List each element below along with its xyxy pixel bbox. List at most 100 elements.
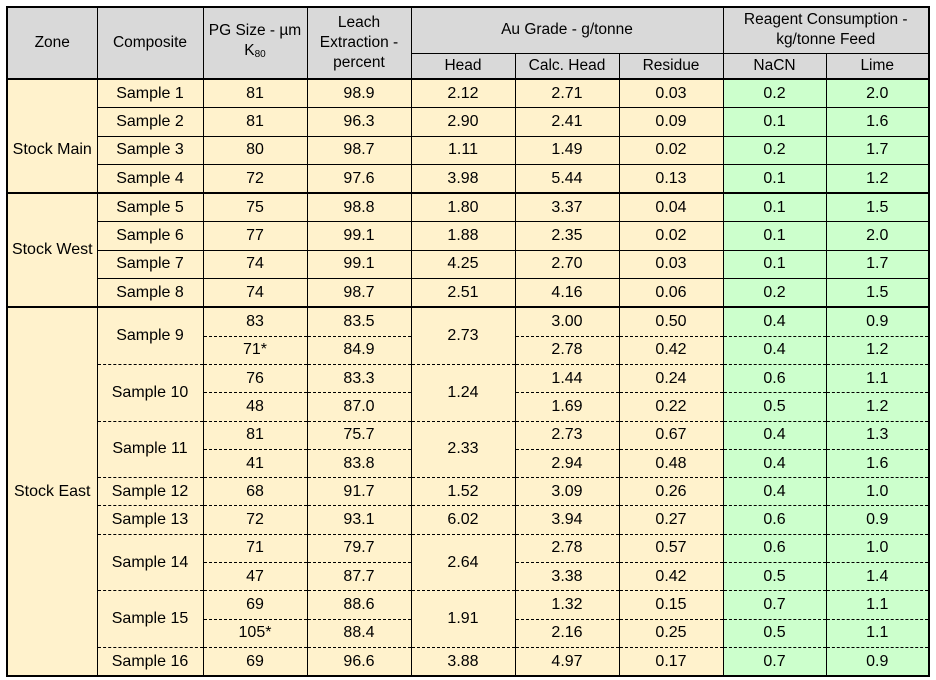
composite-name: Sample 14 (96, 533, 204, 591)
residue-value: 0.26 (618, 477, 724, 506)
composite-name: Sample 15 (96, 590, 204, 648)
calc-head-value: 4.16 (514, 278, 620, 308)
head-grade-value: 3.98 (410, 163, 516, 194)
table-row: Sample 6 77 99.1 1.88 2.35 0.02 0.1 2.0 (7, 221, 930, 251)
pg-size-value: 41 (202, 448, 308, 478)
lime-value: 1.7 (825, 249, 930, 279)
zone-label-stock-east: Stock East (6, 306, 98, 677)
nacn-value: 0.4 (722, 448, 827, 478)
nacn-value: 0.1 (722, 192, 827, 222)
lime-value: 1.5 (825, 278, 930, 308)
residue-value: 0.50 (618, 306, 724, 337)
lime-value: 1.6 (825, 107, 930, 137)
residue-value: 0.15 (618, 590, 724, 620)
calc-head-value: 3.38 (514, 562, 620, 591)
calc-head-value: 2.71 (514, 78, 620, 108)
residue-value: 0.03 (618, 249, 724, 279)
calc-head-value: 2.35 (514, 221, 620, 251)
composite-name: Sample 6 (96, 221, 204, 251)
calc-head-value: 1.44 (514, 363, 620, 393)
residue-value: 0.25 (618, 618, 724, 648)
head-grade-value: 2.33 (410, 420, 516, 478)
head-grade-value: 4.25 (410, 249, 516, 279)
nacn-value: 0.1 (722, 163, 827, 194)
nacn-value: 0.6 (722, 505, 827, 535)
table-row: 41 83.8 2.94 0.48 0.4 1.6 (7, 448, 930, 478)
lime-value: 1.4 (825, 562, 930, 591)
pg-size-value: 72 (202, 505, 308, 535)
header-zone: Zone (6, 6, 98, 80)
residue-value: 0.09 (618, 107, 724, 137)
pg-size-value: 76 (202, 363, 308, 393)
pg-size-value: 71 (202, 533, 308, 563)
pg-size-value: 81 (202, 107, 308, 137)
residue-value: 0.02 (618, 221, 724, 251)
nacn-value: 0.1 (722, 221, 827, 251)
header-pg-size-label: PG Size - µm K (208, 22, 302, 59)
composite-name: Sample 7 (96, 249, 204, 279)
leach-extraction-value: 91.7 (306, 477, 412, 506)
lime-value: 1.5 (825, 192, 930, 222)
composite-name: Sample 12 (96, 477, 204, 506)
results-table-container: Zone Composite PG Size - µm K80 Leach Ex… (6, 6, 930, 678)
calc-head-value: 1.49 (514, 135, 620, 165)
nacn-value: 0.1 (722, 107, 827, 137)
calc-head-value: 2.78 (514, 533, 620, 563)
residue-value: 0.13 (618, 163, 724, 194)
head-grade-value: 2.90 (410, 107, 516, 137)
lime-value: 1.2 (825, 335, 930, 365)
composite-name: Sample 5 (96, 192, 204, 222)
composite-name: Sample 8 (96, 278, 204, 308)
pg-size-value: 75 (202, 192, 308, 222)
residue-value: 0.42 (618, 562, 724, 591)
lime-value: 2.0 (825, 78, 930, 108)
nacn-value: 0.2 (722, 278, 827, 308)
calc-head-value: 2.94 (514, 448, 620, 478)
head-grade-value: 1.52 (410, 477, 516, 506)
header-leach-extraction: Leach Extraction - percent (306, 6, 412, 80)
head-grade-value: 1.91 (410, 590, 516, 648)
residue-value: 0.27 (618, 505, 724, 535)
composite-name: Sample 9 (96, 306, 204, 365)
nacn-value: 0.7 (722, 646, 827, 677)
leach-extraction-value: 88.6 (306, 590, 412, 620)
results-table-body: Sample 1 81 98.9 2.12 2.71 0.03 0.2 2.0 Stock Ma… (6, 78, 930, 677)
residue-value: 0.04 (618, 192, 724, 222)
lime-value: 1.0 (825, 477, 930, 506)
header-pg-size: PG Size - µm K80 (202, 6, 308, 80)
nacn-value: 0.2 (722, 78, 827, 108)
calc-head-value: 2.70 (514, 249, 620, 279)
pg-size-value: 81 (202, 420, 308, 450)
residue-value: 0.03 (618, 78, 724, 108)
leach-extraction-value: 75.7 (306, 420, 412, 450)
calc-head-value: 4.97 (514, 646, 620, 677)
lime-value: 1.2 (825, 163, 930, 194)
head-grade-value: 1.24 (410, 363, 516, 422)
zone-cell-empty (6, 78, 98, 108)
nacn-value: 0.4 (722, 420, 827, 450)
lime-value: 1.7 (825, 135, 930, 165)
pg-size-value: 68 (202, 477, 308, 506)
lime-value: 1.1 (825, 363, 930, 393)
composite-name: Sample 4 (96, 163, 204, 194)
table-row: Sample 15 69 88.6 1.91 1.32 0.15 0.7 1.1 (7, 590, 930, 648)
lime-value: 1.1 (825, 590, 930, 620)
header-composite: Composite (96, 6, 204, 80)
pg-size-value: 105* (202, 618, 308, 648)
calc-head-value: 2.41 (514, 107, 620, 137)
residue-value: 0.42 (618, 335, 724, 365)
calc-head-value: 1.69 (514, 392, 620, 422)
residue-value: 0.02 (618, 135, 724, 165)
lime-value: 0.9 (825, 505, 930, 535)
table-row: Sample 16 69 96.6 3.88 4.97 0.17 0.7 0.9 (7, 646, 930, 677)
head-grade-value: 1.11 (410, 135, 516, 165)
header-pg-size-subscript: 80 (254, 49, 266, 60)
table-row: Sample 1 81 98.9 2.12 2.71 0.03 0.2 2.0 (6, 78, 930, 108)
leach-extraction-value: 97.6 (306, 163, 412, 194)
header-calc-head: Calc. Head (514, 52, 620, 80)
leach-extraction-value: 87.0 (306, 392, 412, 422)
leach-extraction-value: 93.1 (306, 505, 412, 535)
residue-value: 0.57 (618, 533, 724, 563)
head-grade-value: 2.12 (410, 78, 516, 108)
composite-name: Sample 13 (96, 505, 204, 535)
